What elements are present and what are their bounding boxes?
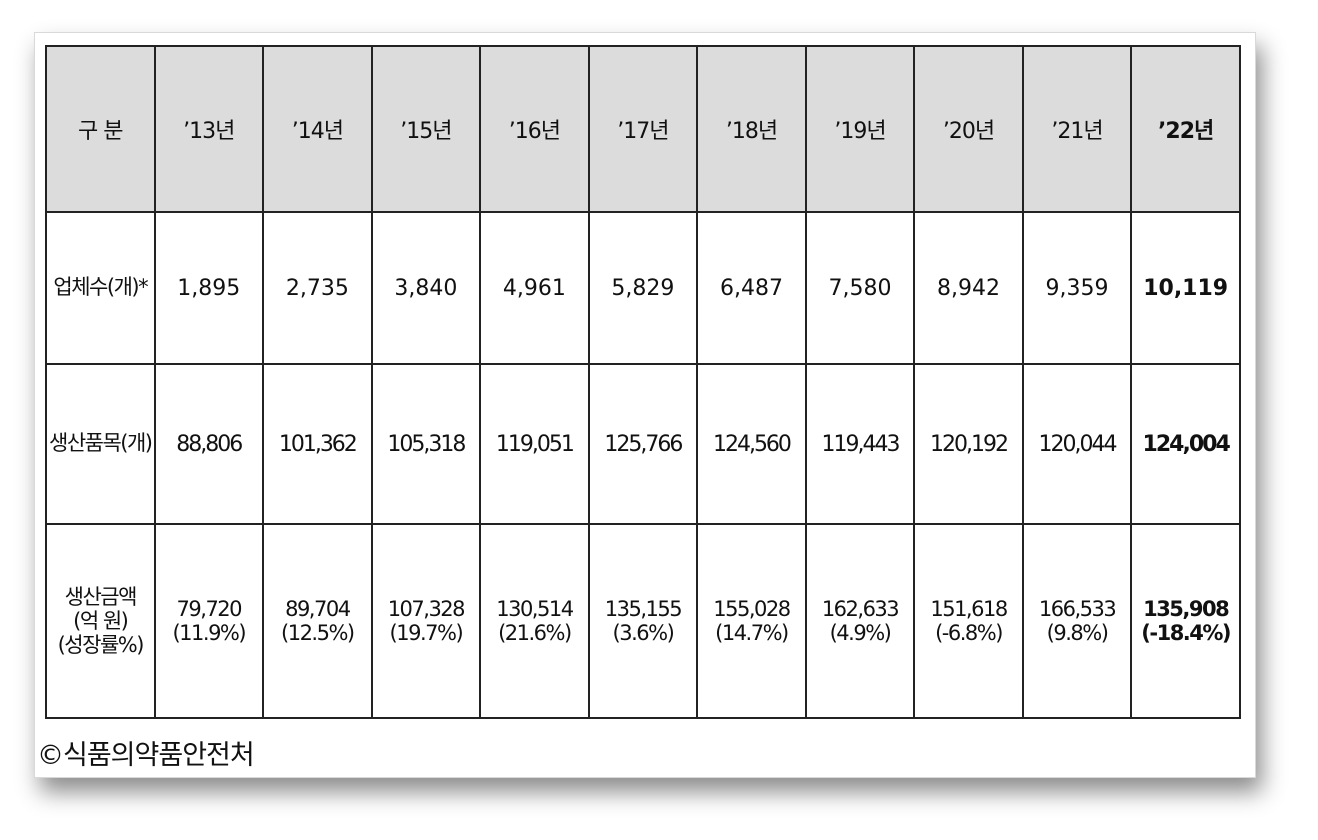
growth-rate: (3.6%) [612, 621, 675, 645]
row-label-products: 생산품목(개) [45, 363, 156, 525]
growth-rate: (21.6%) [498, 621, 572, 645]
table-cell: 130,514 (21.6%) [479, 523, 590, 719]
header-year-2020: ’20년 [913, 45, 1024, 213]
header-year-2014: ’14년 [262, 45, 373, 213]
header-year-2013: ’13년 [153, 45, 265, 213]
row-label-line: (억 원) [73, 608, 129, 633]
table-cell: 101,362 [262, 363, 373, 525]
table-header-row: 구 분 ’13년 ’14년 ’15년 ’16년 ’17년 ’18년 ’19년 ’… [45, 45, 1241, 213]
row-label-line: 생산금액 [64, 584, 138, 609]
statistics-table: 구 분 ’13년 ’14년 ’15년 ’16년 ’17년 ’18년 ’19년 ’… [45, 45, 1241, 719]
source-credit: ©식품의약품안전처 [37, 740, 255, 771]
table-cell: 7,580 [804, 211, 916, 365]
growth-rate: (9.8%) [1046, 621, 1109, 645]
table-cell: 5,829 [587, 211, 699, 365]
growth-rate: (11.9%) [172, 621, 246, 645]
amount: 135,908 [1143, 596, 1230, 621]
growth-rate: (4.9%) [829, 621, 892, 645]
table-cell: 6,487 [696, 211, 807, 365]
growth-rate: (19.7%) [389, 621, 464, 645]
amount: 166,533 [1038, 596, 1117, 621]
table-cell: 3,840 [370, 211, 482, 365]
header-year-2021: ’21년 [1021, 45, 1133, 213]
table-cell-highlight: 124,004 [1130, 363, 1241, 525]
table-cell: 119,443 [804, 363, 916, 525]
table-cell-highlight: 10,119 [1130, 211, 1241, 365]
table-cell-highlight: 135,908 (-18.4%) [1130, 523, 1241, 719]
table-cell: 4,961 [479, 211, 590, 365]
table-cell: 151,618 (-6.8%) [913, 523, 1024, 719]
header-year-2015: ’15년 [370, 45, 482, 213]
amount: 162,633 [821, 596, 900, 621]
table-cell: 1,895 [153, 211, 265, 365]
growth-rate: (-6.8%) [935, 621, 1003, 645]
row-label-production-value: 생산금액 (억 원) (성장률%) [45, 523, 156, 719]
table-cell: 166,533 (9.8%) [1021, 523, 1133, 719]
table-image-card: 구 분 ’13년 ’14년 ’15년 ’16년 ’17년 ’18년 ’19년 ’… [34, 32, 1256, 778]
table-cell: 89,704 (12.5%) [262, 523, 373, 719]
header-year-2019: ’19년 [804, 45, 916, 213]
table-cell: 88,806 [153, 363, 265, 525]
table-cell: 135,155 (3.6%) [587, 523, 699, 719]
amount: 130,514 [496, 596, 574, 621]
table-row-products: 생산품목(개) 88,806 101,362 105,318 119,051 1… [45, 363, 1241, 525]
table-cell: 2,735 [262, 211, 373, 365]
table-cell: 120,044 [1021, 363, 1133, 525]
amount: 79,720 [176, 596, 243, 621]
row-label-companies: 업체수(개)* [45, 211, 156, 365]
amount: 107,328 [387, 596, 466, 621]
table-cell: 9,359 [1021, 211, 1133, 365]
table-cell: 125,766 [587, 363, 699, 525]
row-label-line: (성장률%) [57, 633, 145, 658]
amount: 155,028 [713, 596, 791, 621]
table-cell: 105,318 [370, 363, 482, 525]
table-row-companies: 업체수(개)* 1,895 2,735 3,840 4,961 5,829 6,… [45, 211, 1241, 365]
header-year-2018: ’18년 [696, 45, 807, 213]
table-cell: 124,560 [696, 363, 807, 525]
header-year-2022: ’22년 [1130, 45, 1241, 213]
growth-rate: (14.7%) [715, 621, 789, 645]
table-cell: 120,192 [913, 363, 1024, 525]
table-cell: 8,942 [913, 211, 1024, 365]
table-row-production-value: 생산금액 (억 원) (성장률%) 79,720 (11.9%) 89,704 … [45, 523, 1241, 719]
table-cell: 107,328 (19.7%) [370, 523, 482, 719]
table-cell: 155,028 (14.7%) [696, 523, 807, 719]
amount: 135,155 [604, 596, 683, 621]
amount: 151,618 [930, 596, 1008, 621]
amount: 89,704 [285, 596, 351, 621]
table-cell: 162,633 (4.9%) [804, 523, 916, 719]
table-cell: 79,720 (11.9%) [153, 523, 265, 719]
header-year-2017: ’17년 [587, 45, 699, 213]
growth-rate: (12.5%) [281, 621, 355, 645]
header-category: 구 분 [45, 45, 156, 213]
header-year-2016: ’16년 [479, 45, 590, 213]
table-cell: 119,051 [479, 363, 590, 525]
growth-rate: (-18.4%) [1141, 621, 1231, 645]
